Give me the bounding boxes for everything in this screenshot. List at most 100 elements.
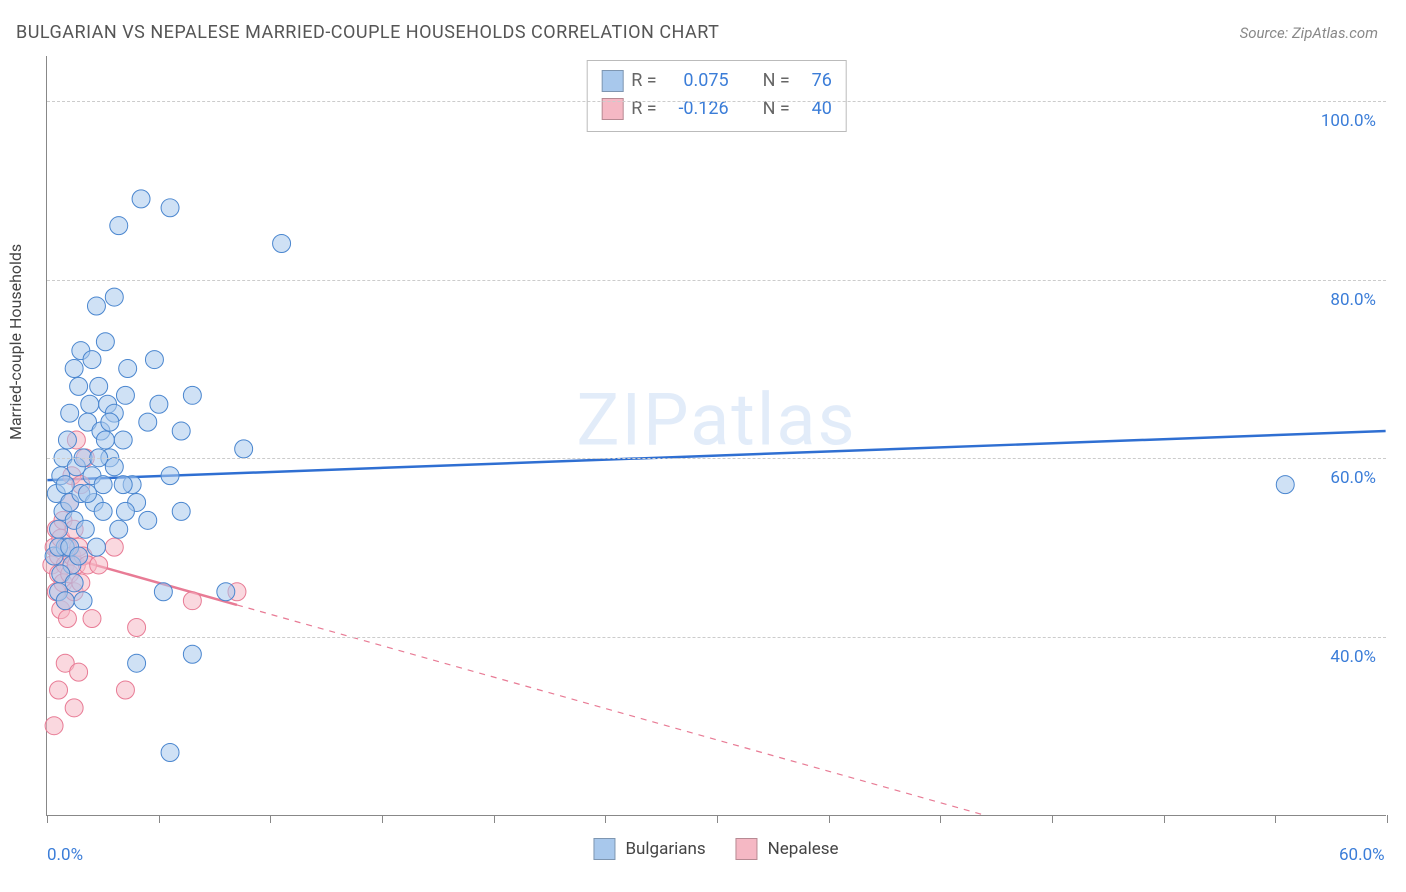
n-value: 40 <box>798 95 832 123</box>
swatch-icon <box>736 838 758 860</box>
y-tick-label: 80.0% <box>1330 290 1376 310</box>
x-tick <box>159 815 160 823</box>
scatter-point <box>96 431 114 449</box>
r-value: 0.075 <box>665 67 729 95</box>
header: BULGARIAN VS NEPALESE MARRIED-COUPLE HOU… <box>0 0 1406 43</box>
scatter-point <box>116 502 134 520</box>
scatter-point <box>139 511 157 529</box>
scatter-point <box>150 395 168 413</box>
scatter-point <box>119 360 137 378</box>
x-tick <box>1275 815 1276 823</box>
scatter-point <box>83 351 101 369</box>
scatter-point <box>217 583 235 601</box>
scatter-point <box>83 610 101 628</box>
scatter-point <box>94 502 112 520</box>
x-tick <box>270 815 271 823</box>
x-tick <box>1387 815 1388 823</box>
scatter-point <box>58 431 76 449</box>
x-tick-label: 60.0% <box>1339 845 1385 865</box>
scatter-point <box>145 351 163 369</box>
scatter-point <box>101 413 119 431</box>
chart-title: BULGARIAN VS NEPALESE MARRIED-COUPLE HOU… <box>16 22 719 43</box>
legend-stats: R = 0.075 N = 76 R = -0.126 N = 40 <box>586 60 847 132</box>
swatch-icon <box>601 70 623 92</box>
scatter-point <box>87 538 105 556</box>
y-tick-label: 100.0% <box>1321 111 1376 131</box>
scatter-point <box>56 592 74 610</box>
legend-stats-row: R = -0.126 N = 40 <box>601 95 832 123</box>
legend-item: Nepalese <box>736 838 839 860</box>
x-tick <box>717 815 718 823</box>
legend-item: Bulgarians <box>593 838 705 860</box>
scatter-point <box>105 538 123 556</box>
scatter-points-layer <box>47 56 1386 815</box>
scatter-point <box>110 520 128 538</box>
x-tick <box>47 815 48 823</box>
x-tick <box>494 815 495 823</box>
x-tick <box>940 815 941 823</box>
y-tick-label: 60.0% <box>1330 468 1376 488</box>
scatter-point <box>61 404 79 422</box>
scatter-point <box>235 440 253 458</box>
scatter-point <box>94 476 112 494</box>
legend-series: Bulgarians Nepalese <box>593 838 838 860</box>
gridline <box>47 280 1386 281</box>
n-value: 76 <box>798 67 832 95</box>
scatter-point <box>50 520 68 538</box>
scatter-point <box>65 574 83 592</box>
scatter-point <box>183 592 201 610</box>
scatter-point <box>70 377 88 395</box>
n-label: N = <box>763 95 790 123</box>
plot-area: ZIPatlas R = 0.075 N = 76 R = -0.126 N =… <box>46 56 1386 816</box>
scatter-point <box>116 681 134 699</box>
scatter-point <box>76 520 94 538</box>
scatter-point <box>161 744 179 762</box>
y-axis-label: Married-couple Households <box>6 244 25 440</box>
scatter-point <box>154 583 172 601</box>
gridline <box>47 637 1386 638</box>
plot-container: ZIPatlas R = 0.075 N = 76 R = -0.126 N =… <box>46 56 1386 816</box>
gridline <box>47 458 1386 459</box>
x-tick-label: 0.0% <box>47 845 83 865</box>
scatter-point <box>79 485 97 503</box>
scatter-point <box>116 386 134 404</box>
n-label: N = <box>763 67 790 95</box>
scatter-point <box>1276 476 1294 494</box>
x-tick <box>1052 815 1053 823</box>
scatter-point <box>183 386 201 404</box>
scatter-point <box>172 422 190 440</box>
swatch-icon <box>593 838 615 860</box>
scatter-point <box>70 663 88 681</box>
legend-label: Bulgarians <box>625 839 705 859</box>
x-tick <box>829 815 830 823</box>
scatter-point <box>81 395 99 413</box>
scatter-point <box>87 297 105 315</box>
scatter-point <box>139 413 157 431</box>
scatter-point <box>161 467 179 485</box>
x-tick <box>382 815 383 823</box>
scatter-point <box>132 190 150 208</box>
r-label: R = <box>631 67 656 95</box>
scatter-point <box>90 377 108 395</box>
scatter-point <box>56 476 74 494</box>
x-tick <box>605 815 606 823</box>
scatter-point <box>172 502 190 520</box>
scatter-point <box>70 547 88 565</box>
scatter-point <box>105 458 123 476</box>
scatter-point <box>65 360 83 378</box>
scatter-point <box>114 476 132 494</box>
scatter-point <box>90 556 108 574</box>
scatter-point <box>105 288 123 306</box>
legend-stats-row: R = 0.075 N = 76 <box>601 67 832 95</box>
x-tick <box>1164 815 1165 823</box>
scatter-point <box>65 699 83 717</box>
scatter-point <box>273 235 291 253</box>
scatter-point <box>96 333 114 351</box>
scatter-point <box>114 431 132 449</box>
scatter-point <box>45 717 63 735</box>
scatter-point <box>50 681 68 699</box>
scatter-point <box>183 645 201 663</box>
legend-label: Nepalese <box>768 839 839 859</box>
scatter-point <box>128 654 146 672</box>
r-label: R = <box>631 95 656 123</box>
